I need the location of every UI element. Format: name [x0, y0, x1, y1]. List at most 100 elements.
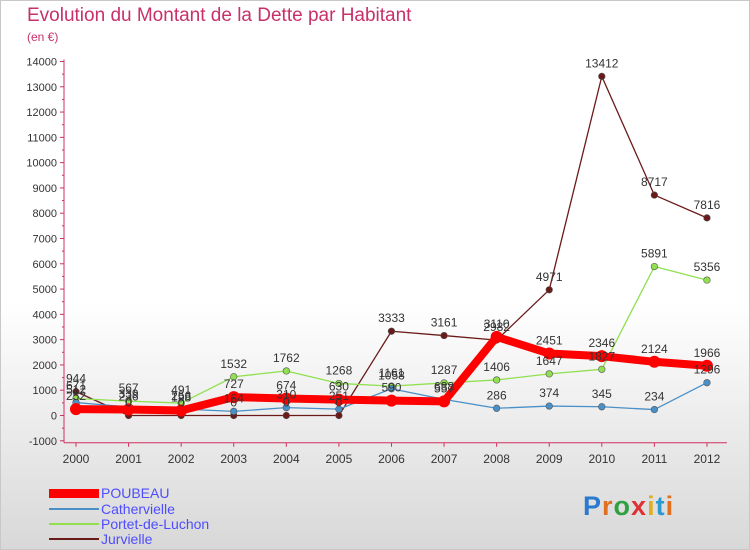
- data-label-poubeau: 674: [276, 378, 296, 392]
- proxiti-logo: Proxiti: [583, 491, 674, 522]
- data-label-jurvielle: 3333: [378, 311, 405, 325]
- data-label-poubeau: 590: [381, 381, 401, 395]
- legend-swatch-poubeau: [49, 489, 99, 498]
- data-label-poubeau: 557: [434, 381, 454, 395]
- data-point-jurvielle: [545, 286, 553, 294]
- legend-label: POUBEAU: [101, 485, 170, 501]
- data-label-cathervielle: 256: [171, 389, 191, 403]
- y-tick-label: 12000: [26, 107, 57, 119]
- y-tick-label: 5000: [33, 284, 57, 296]
- legend-label: Jurvielle: [101, 531, 153, 547]
- data-label-portet-de-luchon: 5356: [694, 260, 721, 274]
- data-point-poubeau: [385, 394, 398, 407]
- data-label-poubeau: 236: [119, 390, 139, 404]
- data-label-poubeau: 3110: [484, 317, 510, 331]
- data-label-jurvielle: 0: [283, 396, 290, 410]
- logo-letter: t: [655, 491, 666, 521]
- data-point-poubeau: [332, 393, 345, 406]
- y-tick-label: -1000: [29, 436, 57, 448]
- chart-subtitle: (en €): [27, 30, 59, 44]
- data-label-jurvielle: 0: [178, 396, 185, 410]
- data-point-cathervielle: [545, 402, 553, 410]
- y-tick-label: 9000: [33, 183, 57, 195]
- data-label-cathervielle: 1296: [694, 363, 721, 377]
- data-label-cathervielle: 286: [487, 388, 507, 402]
- data-label-cathervielle: 638: [434, 379, 454, 393]
- data-label-cathervielle: 345: [592, 387, 612, 401]
- data-point-cathervielle: [598, 403, 606, 411]
- data-point-jurvielle: [650, 191, 658, 199]
- y-tick-label: 4000: [33, 309, 57, 321]
- y-tick-label: 0: [51, 411, 57, 423]
- y-tick-label: 10000: [26, 158, 57, 170]
- data-label-cathervielle: 512: [66, 383, 86, 397]
- data-label-jurvielle: 3161: [431, 316, 458, 330]
- data-label-jurvielle: 944: [66, 372, 86, 386]
- data-label-poubeau: 1966: [694, 346, 721, 360]
- data-label-portet-de-luchon: 1406: [483, 360, 510, 374]
- data-label-poubeau: 252: [66, 389, 86, 403]
- data-label-portet-de-luchon: 5891: [641, 247, 668, 261]
- legend-item-poubeau: POUBEAU: [49, 485, 170, 501]
- x-tick-label: 2005: [326, 452, 353, 466]
- data-point-poubeau: [490, 330, 503, 343]
- legend-label: Cathervielle: [101, 501, 175, 517]
- data-label-poubeau: 630: [329, 380, 349, 394]
- data-point-jurvielle: [598, 72, 606, 80]
- data-point-cathervielle: [650, 405, 658, 414]
- legend-item-jurvielle: Jurvielle: [49, 531, 153, 547]
- data-label-jurvielle: 13412: [585, 56, 619, 70]
- data-point-cathervielle: [387, 385, 396, 393]
- data-label-portet-de-luchon: 671: [66, 379, 86, 393]
- data-label-cathervielle: 374: [539, 386, 559, 400]
- y-tick-label: 8000: [33, 208, 57, 220]
- data-point-portet-de-luchon: [598, 365, 606, 373]
- data-point-poubeau: [70, 403, 82, 416]
- data-label-cathervielle: 251: [329, 389, 349, 403]
- data-point-poubeau: [648, 355, 661, 368]
- data-point-poubeau: [595, 350, 608, 363]
- data-label-poubeau: 2451: [536, 334, 563, 348]
- data-point-cathervielle: [703, 379, 711, 387]
- data-point-cathervielle: [335, 405, 343, 413]
- data-label-poubeau: 198: [171, 390, 191, 404]
- data-label-cathervielle: 234: [644, 390, 664, 404]
- x-tick-label: 2007: [431, 452, 458, 466]
- y-tick-label: 7000: [33, 233, 57, 245]
- y-tick-label: 6000: [33, 259, 57, 271]
- data-point-portet-de-luchon: [545, 370, 553, 378]
- chart-title: Evolution du Montant de la Dette par Hab…: [27, 5, 412, 26]
- logo-letter: r: [602, 491, 614, 521]
- x-tick-label: 2008: [483, 452, 510, 466]
- x-tick-label: 2011: [641, 452, 667, 466]
- data-point-portet-de-luchon: [650, 262, 658, 271]
- data-point-poubeau: [227, 391, 240, 404]
- data-label-jurvielle: 8717: [641, 175, 668, 189]
- data-label-cathervielle: 164: [224, 391, 244, 405]
- data-point-portet-de-luchon: [335, 379, 343, 388]
- data-point-poubeau: [175, 404, 188, 417]
- data-point-jurvielle: [282, 411, 290, 420]
- x-tick-label: 2002: [168, 452, 195, 466]
- data-label-poubeau: 2346: [588, 336, 615, 350]
- data-point-cathervielle: [230, 407, 238, 415]
- y-tick-label: 3000: [33, 335, 57, 347]
- data-label-portet-de-luchon: 491: [171, 383, 191, 397]
- y-tick-label: 13000: [26, 82, 57, 94]
- data-label-jurvielle: 7816: [694, 198, 721, 212]
- logo-letter: o: [613, 491, 632, 521]
- data-point-jurvielle: [72, 388, 80, 396]
- data-label-cathervielle: 310: [276, 388, 296, 402]
- data-point-poubeau: [280, 392, 293, 405]
- data-point-jurvielle: [387, 327, 396, 335]
- data-point-poubeau: [438, 395, 451, 408]
- data-label-jurvielle: 0: [125, 396, 132, 410]
- data-label-poubeau: 727: [224, 377, 244, 391]
- legend-swatch-portet-de-luchon: [49, 523, 99, 525]
- data-point-portet-de-luchon: [440, 379, 448, 387]
- x-tick-label: 2010: [588, 452, 615, 466]
- data-point-cathervielle: [493, 404, 501, 412]
- x-tick-label: 2000: [63, 452, 90, 466]
